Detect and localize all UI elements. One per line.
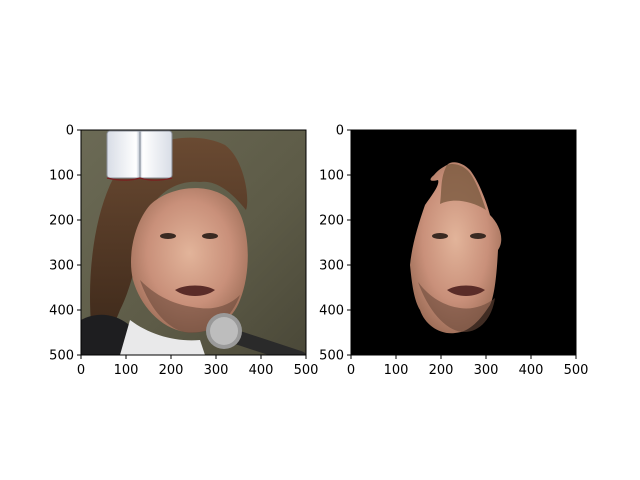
left-eye <box>160 233 176 239</box>
y-tick-label: 0 <box>336 124 344 139</box>
x-tick-label: 100 <box>384 363 409 378</box>
right-axes-frame <box>350 129 577 356</box>
x-tick-label: 400 <box>249 363 274 378</box>
mask-right-eye <box>470 233 486 239</box>
x-tick-label: 200 <box>429 363 454 378</box>
y-tick-label: 100 <box>49 169 74 184</box>
y-tick-label: 400 <box>319 304 344 319</box>
y-tick-label: 0 <box>66 124 74 139</box>
y-tick-label: 200 <box>49 214 74 229</box>
y-tick-label: 100 <box>319 169 344 184</box>
hair <box>90 137 248 355</box>
mouth <box>175 285 215 296</box>
segmented-hair-top <box>440 164 486 210</box>
left-image-panel <box>81 130 306 355</box>
x-tick-label: 400 <box>519 363 544 378</box>
shirt <box>120 320 205 355</box>
y-tick-label: 300 <box>49 259 74 274</box>
left-axes-frame <box>80 129 307 356</box>
microphone <box>206 313 306 355</box>
x-tick-label: 500 <box>294 363 319 378</box>
mask-mouth <box>447 285 485 296</box>
x-tick-label: 0 <box>347 363 355 378</box>
book-overlay <box>106 130 173 181</box>
x-tick-label: 500 <box>564 363 589 378</box>
x-tick-label: 300 <box>204 363 229 378</box>
mask-left-eye <box>432 233 448 239</box>
y-tick-label: 300 <box>319 259 344 274</box>
x-tick-label: 0 <box>77 363 85 378</box>
right-eye <box>202 233 218 239</box>
right-image-panel <box>351 130 576 355</box>
x-tick-label: 200 <box>159 363 184 378</box>
x-tick-label: 100 <box>114 363 139 378</box>
y-tick-label: 500 <box>49 349 74 364</box>
x-tick-label: 300 <box>474 363 499 378</box>
mask-beard <box>418 282 495 333</box>
y-tick-label: 200 <box>319 214 344 229</box>
y-tick-label: 400 <box>49 304 74 319</box>
y-tick-label: 500 <box>319 349 344 364</box>
